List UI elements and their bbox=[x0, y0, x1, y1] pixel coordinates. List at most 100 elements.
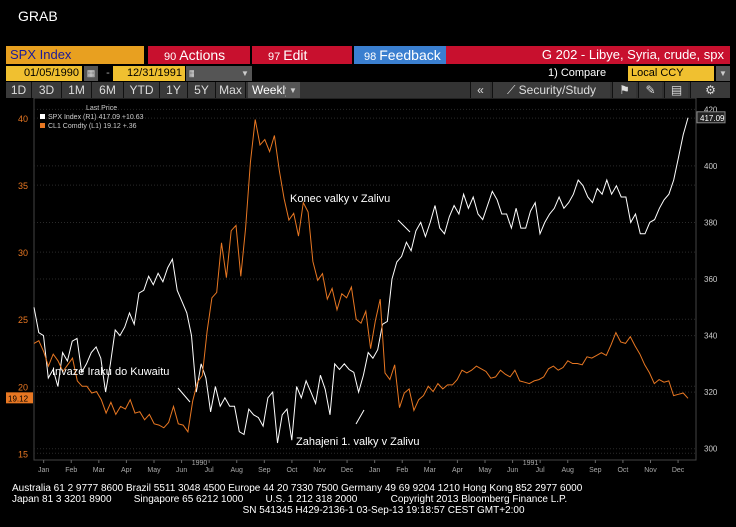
invasion-arrow bbox=[177, 387, 191, 403]
right-tick-label: 300 bbox=[704, 445, 718, 454]
month-label: Feb bbox=[396, 467, 408, 474]
tab-max[interactable]: Max bbox=[216, 82, 246, 98]
security-field[interactable]: SPX Index bbox=[6, 46, 144, 64]
footer-line-1: Australia 61 2 9777 8600 Brazil 5511 304… bbox=[12, 483, 583, 494]
edit-menu-num: 97 bbox=[268, 51, 281, 63]
date-separator: - bbox=[106, 67, 110, 79]
price-chart[interactable]: 15 20 25 30 35 40 300 320 340 360 380 400 420 Jan Feb M… bbox=[0, 98, 736, 483]
left-tick-label: 20 bbox=[18, 382, 28, 392]
start-calendar-icon[interactable]: ▦ bbox=[84, 66, 98, 81]
tab-6m[interactable]: 6M bbox=[92, 82, 124, 98]
right-tick-label: 360 bbox=[704, 275, 718, 284]
month-label: Jul bbox=[205, 467, 214, 474]
month-label: Nov bbox=[313, 467, 326, 474]
month-label: Dec bbox=[672, 467, 685, 474]
settings-gear-icon[interactable]: ⚙ bbox=[690, 82, 730, 98]
currency-arrow-icon[interactable]: ▼ bbox=[716, 66, 730, 81]
edit-chart-icon[interactable]: ✎ bbox=[638, 82, 662, 98]
footer-contacts: Australia 61 2 9777 8600 Brazil 5511 304… bbox=[12, 483, 582, 516]
tab-5y[interactable]: 5Y bbox=[188, 82, 216, 98]
legend-item-crude: CL1 Comdty (L1) 19.12 +.36 bbox=[40, 122, 144, 131]
war-start-arrow bbox=[355, 409, 365, 425]
actions-menu-num: 90 bbox=[164, 51, 177, 63]
currency-select[interactable]: Local CCY bbox=[628, 66, 714, 81]
spx-line bbox=[33, 117, 689, 444]
footer-line-3: SN 541345 H429-2136-1 03-Sep-13 19:18:57… bbox=[12, 505, 525, 516]
crude-current-value: 19.12 bbox=[8, 394, 29, 403]
security-study-label: Security/Study bbox=[518, 83, 597, 97]
month-label: Jul bbox=[536, 467, 545, 474]
month-label: Dec bbox=[341, 467, 354, 474]
edit-menu-button[interactable]: 97 Edit bbox=[252, 46, 352, 64]
start-date-field[interactable]: 01/05/1990 bbox=[6, 66, 82, 81]
month-label: Aug bbox=[562, 467, 575, 474]
blank-select[interactable] bbox=[194, 66, 252, 81]
chart-icon: ⟋ bbox=[506, 83, 519, 97]
annotate-icon[interactable]: ⚑ bbox=[612, 82, 636, 98]
month-label: Oct bbox=[286, 467, 297, 474]
spx-current-tag bbox=[696, 111, 726, 124]
annotation-war-end: Konec valky v Zalivu bbox=[290, 193, 391, 205]
month-label: May bbox=[147, 467, 161, 474]
compare-label[interactable]: 1) Compare bbox=[548, 67, 607, 79]
legend-swatch-spx bbox=[40, 114, 45, 119]
left-tick-label: 30 bbox=[18, 248, 28, 258]
actions-menu-button[interactable]: 90 Actions bbox=[148, 46, 250, 64]
annotation-invasion: Invaze Iraku do Kuwaitu bbox=[52, 366, 170, 378]
legend-text-spx: SPX Index (R1) 417.09 +10.63 bbox=[48, 114, 144, 121]
chart-legend: Last Price SPX Index (R1) 417.09 +10.63 … bbox=[40, 104, 144, 131]
month-label: Jan bbox=[38, 467, 49, 474]
month-label: Nov bbox=[644, 467, 657, 474]
month-label: Jun bbox=[507, 467, 518, 474]
left-tick-label: 15 bbox=[18, 449, 28, 459]
right-tick-label: 420 bbox=[704, 105, 718, 114]
window-title: GRAB bbox=[18, 8, 58, 24]
month-label: Oct bbox=[617, 467, 628, 474]
tab-ytd[interactable]: YTD bbox=[124, 82, 160, 98]
footer-line-2: Japan 81 3 3201 8900 Singapore 65 6212 1… bbox=[12, 494, 568, 505]
left-tick-label: 40 bbox=[18, 114, 28, 124]
collapse-icon[interactable]: « bbox=[470, 82, 490, 98]
select-arrow-icon[interactable]: ▼ bbox=[238, 66, 252, 81]
crude-current-tag bbox=[6, 392, 33, 404]
war-end-arrow bbox=[397, 219, 411, 233]
end-date-field[interactable]: 12/31/1991 bbox=[113, 66, 185, 81]
tab-1y[interactable]: 1Y bbox=[160, 82, 188, 98]
feedback-menu-label: Feedback bbox=[379, 47, 441, 63]
month-label: Apr bbox=[121, 467, 133, 474]
month-label: Apr bbox=[452, 467, 464, 474]
month-label: Feb bbox=[65, 467, 77, 474]
legend-header: Last Price bbox=[86, 105, 118, 112]
month-label: Mar bbox=[424, 467, 437, 474]
year-label: 1990 bbox=[192, 460, 208, 467]
tab-1d[interactable]: 1D bbox=[6, 82, 32, 98]
annotation-war-start: Zahajeni 1. valky v Zalivu bbox=[296, 436, 420, 448]
edit-menu-label: Edit bbox=[283, 47, 308, 63]
left-tick-label: 25 bbox=[18, 315, 28, 325]
month-label: Aug bbox=[231, 467, 244, 474]
legend-item-spx: SPX Index (R1) 417.09 +10.63 bbox=[40, 113, 144, 122]
feedback-menu-button[interactable]: 98 Feedback bbox=[354, 46, 450, 64]
right-tick-label: 380 bbox=[704, 218, 718, 227]
feedback-menu-num: 98 bbox=[364, 51, 377, 63]
month-label: Sep bbox=[258, 467, 271, 474]
month-label: Sep bbox=[589, 467, 602, 474]
legend-swatch-crude bbox=[40, 123, 45, 128]
tab-3d[interactable]: 3D bbox=[32, 82, 62, 98]
period-arrow-icon[interactable]: ▼ bbox=[286, 83, 300, 97]
table-icon[interactable]: ▤ bbox=[664, 82, 688, 98]
month-label: May bbox=[478, 467, 492, 474]
tab-1m[interactable]: 1M bbox=[62, 82, 92, 98]
legend-text-crude: CL1 Comdty (L1) 19.12 +.36 bbox=[48, 123, 137, 130]
actions-menu-label: Actions bbox=[179, 47, 226, 63]
right-tick-label: 340 bbox=[704, 332, 718, 341]
month-label: Jun bbox=[176, 467, 187, 474]
crude-line bbox=[33, 119, 689, 434]
year-label: 1991 bbox=[523, 460, 539, 467]
month-label: Mar bbox=[93, 467, 106, 474]
month-label: Jan bbox=[369, 467, 380, 474]
security-study-button[interactable]: ⟋ Security/Study bbox=[492, 82, 610, 98]
left-tick-label: 35 bbox=[18, 181, 28, 191]
right-tick-label: 400 bbox=[704, 162, 718, 171]
spx-current-value: 417.09 bbox=[700, 114, 725, 123]
